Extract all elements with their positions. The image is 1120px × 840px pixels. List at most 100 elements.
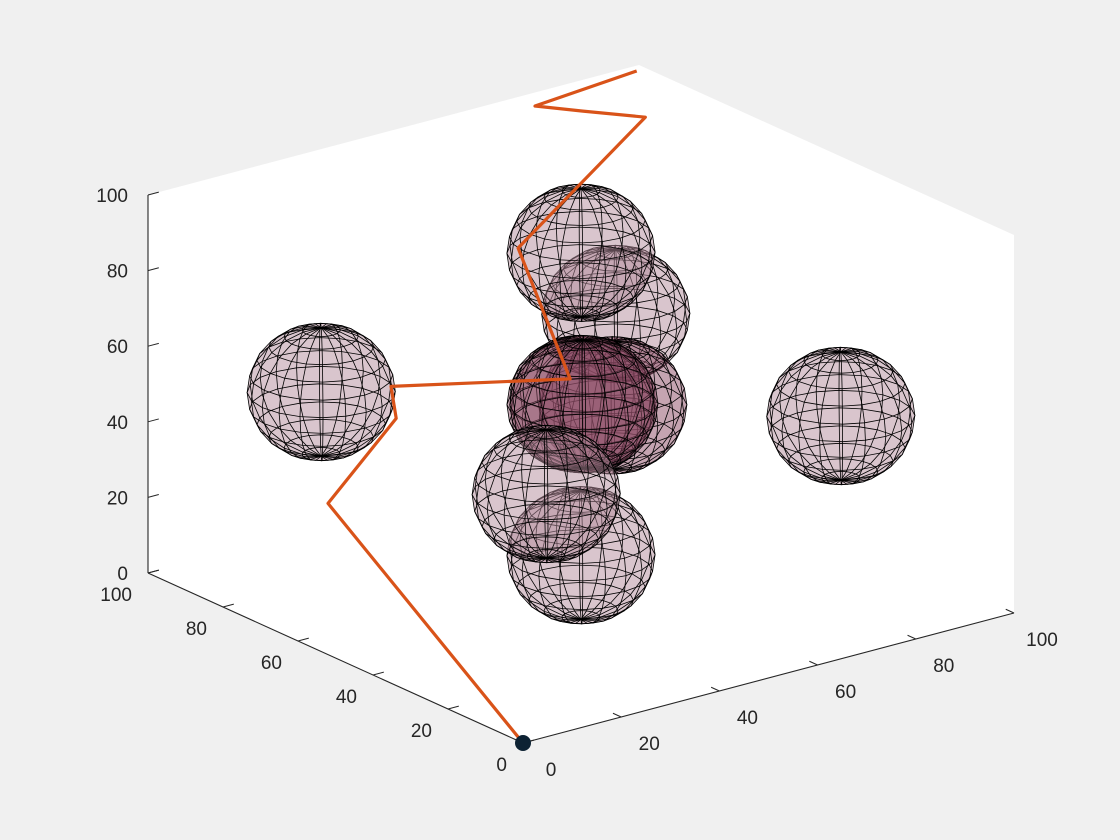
obstacle-meridian bbox=[583, 336, 627, 469]
z-tick bbox=[147, 418, 159, 423]
obstacle-meridian bbox=[321, 327, 383, 459]
obstacle-meridian bbox=[583, 339, 646, 471]
obstacle-meridian bbox=[795, 348, 842, 481]
obstacle-meridian bbox=[521, 188, 582, 320]
obstacle-meridian bbox=[580, 188, 627, 321]
obstacle-meridian bbox=[519, 186, 582, 318]
obstacle-fill bbox=[767, 347, 915, 485]
obstacle-meridian bbox=[321, 325, 381, 457]
obstacle-meridian bbox=[471, 429, 547, 559]
obstacle-meridian bbox=[259, 325, 322, 457]
y-tick-label: 60 bbox=[261, 653, 282, 674]
obstacle-meridian bbox=[503, 429, 547, 562]
obstacle-meridian bbox=[580, 186, 641, 318]
obstacle-meridian bbox=[815, 347, 842, 481]
obstacle-meridian bbox=[546, 429, 621, 559]
obstacle-meridian bbox=[840, 347, 863, 481]
obstacle-meridian bbox=[580, 188, 607, 322]
obstacle-meridian bbox=[781, 351, 841, 483]
obstacle-meridian bbox=[546, 429, 618, 559]
x-tick bbox=[1005, 608, 1015, 614]
obstacle-meridian bbox=[545, 429, 572, 563]
z-tick-label: 20 bbox=[107, 488, 128, 509]
obstacle-meridian bbox=[840, 349, 901, 481]
obstacle-fill bbox=[507, 184, 655, 322]
axes-box bbox=[147, 195, 1015, 744]
obstacle-ellipsoid bbox=[506, 183, 656, 323]
obstacle-meridian bbox=[580, 184, 624, 318]
obstacle-fill bbox=[247, 323, 395, 461]
obstacle-meridian bbox=[583, 339, 655, 469]
obstacle-meridian bbox=[559, 188, 582, 322]
y-tick bbox=[447, 705, 459, 710]
obstacle-meridian bbox=[484, 427, 547, 559]
obstacle-meridian bbox=[580, 188, 653, 318]
obstacle-meridian bbox=[320, 324, 364, 457]
obstacle-meridian bbox=[320, 327, 367, 460]
obstacle-meridian bbox=[545, 426, 589, 559]
z-tick-label: 40 bbox=[107, 413, 128, 434]
z-tick bbox=[147, 342, 159, 347]
z-tick bbox=[147, 494, 159, 498]
z-tick bbox=[147, 267, 159, 272]
z-tick-label: 80 bbox=[107, 262, 128, 283]
x-tick bbox=[809, 660, 818, 666]
x-tick-label: 40 bbox=[737, 708, 758, 729]
obstacle-meridian bbox=[545, 425, 568, 559]
x-tick-label: 20 bbox=[639, 734, 660, 755]
obstacle-meridian bbox=[580, 188, 652, 318]
obstacle-meridian bbox=[840, 351, 887, 484]
obstacle-meridian bbox=[246, 327, 322, 457]
z-tick bbox=[147, 191, 159, 196]
y-tick bbox=[297, 637, 309, 642]
z-tick bbox=[147, 569, 159, 574]
z-tick-label: 100 bbox=[96, 186, 128, 207]
obstacle-meridian bbox=[819, 351, 842, 485]
y-axis-line bbox=[147, 572, 524, 744]
obstacle-meridian bbox=[840, 351, 913, 481]
obstacle-meridian bbox=[612, 340, 685, 470]
obstacles bbox=[246, 183, 916, 625]
path-line bbox=[326, 69, 647, 745]
obstacle-meridian bbox=[840, 351, 916, 481]
obstacle-meridian bbox=[524, 429, 547, 563]
obstacle-meridian bbox=[261, 327, 322, 459]
z-tick-label: 0 bbox=[117, 564, 128, 585]
obstacle-meridian bbox=[545, 429, 592, 562]
obstacle-meridian bbox=[544, 424, 547, 559]
obstacle-meridian bbox=[321, 327, 392, 457]
obstacle-meridian bbox=[840, 348, 884, 481]
y-tick-label: 20 bbox=[411, 721, 432, 742]
obstacle-meridian bbox=[320, 323, 343, 457]
obstacle-meridian bbox=[583, 339, 659, 469]
obstacle-meridian bbox=[779, 349, 841, 481]
obstacle-meridian bbox=[580, 188, 584, 323]
obstacle-meridian bbox=[840, 351, 912, 481]
x-tick bbox=[612, 712, 622, 718]
obstacle-meridian bbox=[838, 346, 842, 481]
y-tick-label: 80 bbox=[186, 619, 207, 640]
obstacle-meridian bbox=[546, 427, 606, 559]
x-tick-label: 60 bbox=[835, 682, 856, 703]
obstacle-meridian bbox=[538, 188, 582, 321]
obstacle-fill bbox=[472, 425, 620, 563]
obstacle-meridian bbox=[580, 183, 603, 318]
obstacle-meridian bbox=[612, 340, 675, 472]
obstacle-meridian bbox=[612, 338, 673, 470]
obstacle-ellipsoid bbox=[471, 424, 621, 564]
obstacle-meridian bbox=[840, 351, 866, 485]
obstacle-meridian bbox=[840, 351, 903, 483]
obstacle-meridian bbox=[320, 327, 347, 461]
obstacle-meridian bbox=[766, 351, 841, 481]
obstacle-meridian bbox=[583, 337, 644, 469]
x-tick-label: 80 bbox=[933, 656, 954, 677]
z-tick-label: 60 bbox=[107, 337, 128, 358]
y-tick bbox=[372, 671, 384, 676]
obstacle-meridian bbox=[321, 327, 396, 457]
x-tick-label: 100 bbox=[1026, 630, 1058, 651]
obstacle-meridian bbox=[555, 184, 582, 318]
obstacle-meridian bbox=[535, 184, 582, 318]
obstacle-meridian bbox=[275, 324, 322, 457]
